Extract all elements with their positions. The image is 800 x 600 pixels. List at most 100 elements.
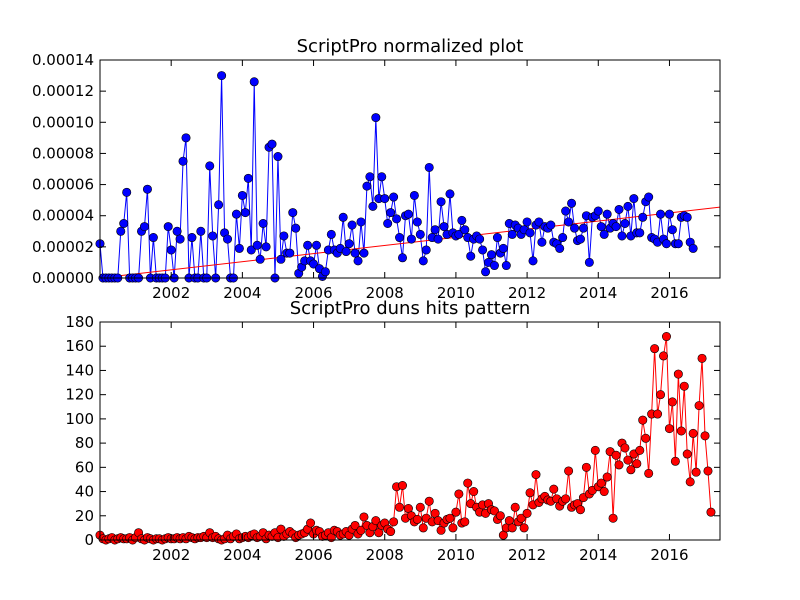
normalized-plot-point: [501, 261, 511, 271]
normalized-plot-point: [409, 190, 419, 200]
duns-hits-plot-point: [661, 332, 671, 342]
normalized-plot-point: [122, 187, 132, 197]
duns-hits-plot-point: [635, 445, 645, 455]
normalized-plot-point: [466, 251, 476, 261]
normalized-plot-point: [439, 222, 449, 232]
normalized-plot-point: [142, 184, 152, 194]
normalized-plot-point: [667, 225, 677, 235]
duns-hits-plot-point: [632, 459, 642, 469]
duns-hits-plot-point: [706, 507, 716, 517]
normalized-plot-point: [217, 71, 227, 81]
normalized-plot-point: [368, 201, 378, 211]
duns-hits-plot-x-tick-label: 2016: [650, 546, 688, 564]
normalized-plot-point: [661, 239, 671, 249]
normalized-plot-point: [528, 256, 538, 266]
duns-hits-plot-point: [564, 466, 574, 476]
normalized-plot-point: [341, 247, 351, 257]
normalized-plot-point: [623, 201, 633, 211]
duns-hits-plot-point: [700, 431, 710, 441]
duns-hits-plot-x-tick-label: 2004: [223, 546, 261, 564]
normalized-plot-point: [139, 222, 149, 232]
normalized-plot-point: [644, 192, 654, 202]
normalized-plot-point: [614, 204, 624, 214]
normalized-plot-point: [119, 219, 129, 229]
duns-hits-plot-y-tick-label: 60: [75, 458, 94, 476]
normalized-plot-point: [664, 209, 674, 219]
normalized-plot-x-tick-label: 2004: [223, 284, 261, 302]
duns-hits-plot-point: [549, 484, 559, 494]
normalized-plot-point: [445, 189, 455, 199]
normalized-plot-point: [561, 206, 571, 216]
normalized-plot-point: [166, 245, 176, 255]
normalized-plot-x-tick-label: 2002: [152, 284, 190, 302]
duns-hits-plot-point: [691, 467, 701, 477]
duns-hits-plot-point: [575, 505, 585, 515]
duns-hits-plot-title: ScriptPro duns hits pattern: [290, 298, 531, 319]
normalized-plot-point: [629, 194, 639, 204]
normalized-plot-point: [596, 222, 606, 232]
duns-hits-plot-point: [656, 390, 666, 400]
duns-hits-plot-point: [694, 401, 704, 411]
duns-hits-plot-point: [611, 450, 621, 460]
normalized-plot-x-tick-label: 2006: [294, 284, 332, 302]
duns-hits-plot-point: [522, 508, 532, 518]
normalized-plot-x-tick-label: 2014: [579, 284, 617, 302]
normalized-plot-point: [240, 208, 250, 218]
normalized-plot-point: [353, 256, 363, 266]
duns-hits-plot-point: [670, 456, 680, 466]
duns-hits-plot-point: [620, 443, 630, 453]
duns-hits-plot-y-tick-label: 80: [75, 434, 94, 452]
duns-hits-plot-point: [650, 344, 660, 354]
normalized-plot-point: [178, 156, 188, 166]
normalized-plot-point: [575, 234, 585, 244]
duns-hits-plot-point: [412, 514, 422, 524]
normalized-plot-point: [460, 225, 470, 235]
normalized-plot-point: [380, 194, 390, 204]
duns-hits-plot-x-tick-label: 2002: [152, 546, 190, 564]
normalized-plot-point: [359, 248, 369, 258]
normalized-plot-point: [522, 217, 532, 227]
normalized-plot-point: [347, 220, 357, 230]
normalized-plot-point: [475, 234, 485, 244]
normalized-plot-point: [273, 152, 283, 162]
duns-hits-plot-y-tick-label: 180: [65, 313, 94, 331]
normalized-plot-point: [486, 250, 496, 260]
normalized-plot-point: [593, 206, 603, 216]
normalized-plot-point: [214, 200, 224, 210]
duns-hits-plot-point: [608, 513, 618, 523]
normalized-plot-point: [412, 217, 422, 227]
duns-hits-plot-point: [448, 523, 458, 533]
normalized-plot-point: [326, 229, 336, 239]
normalized-plot-point: [223, 234, 233, 244]
normalized-plot-frame: [99, 59, 721, 279]
normalized-plot-point: [478, 245, 488, 255]
duns-hits-plot-x-tick-label: 2012: [508, 546, 546, 564]
duns-hits-plot-point: [697, 353, 707, 363]
normalized-plot-point: [311, 240, 321, 250]
duns-hits-plot-point: [688, 428, 698, 438]
normalized-plot-y-tick-label: 0.00012: [32, 82, 94, 100]
duns-hits-plot-point: [596, 478, 606, 488]
normalized-plot-point: [291, 223, 301, 233]
duns-hits-plot-point: [679, 381, 689, 391]
normalized-plot-point: [116, 226, 126, 236]
normalized-plot-point: [338, 212, 348, 222]
duns-hits-plot-point: [356, 525, 366, 535]
normalized-plot-point: [237, 190, 247, 200]
normalized-plot-point: [288, 208, 298, 218]
duns-hits-plot-point: [463, 478, 473, 488]
normalized-plot-point: [567, 198, 577, 208]
normalized-plot-point: [436, 197, 446, 207]
normalized-plot-point: [205, 161, 215, 171]
normalized-plot-point: [267, 139, 277, 149]
duns-hits-plot-point: [644, 468, 654, 478]
normalized-plot-point: [356, 217, 366, 227]
normalized-plot-x-tick-label: 2012: [508, 284, 546, 302]
duns-hits-plot-point: [424, 496, 434, 506]
normalized-plot-point: [418, 256, 428, 266]
duns-hits-plot-point: [590, 445, 600, 455]
normalized-plot: ScriptPro normalized plot 2002 2004 2006 20…: [32, 36, 721, 302]
normalized-plot-point: [534, 217, 544, 227]
normalized-plot-point: [492, 233, 502, 243]
